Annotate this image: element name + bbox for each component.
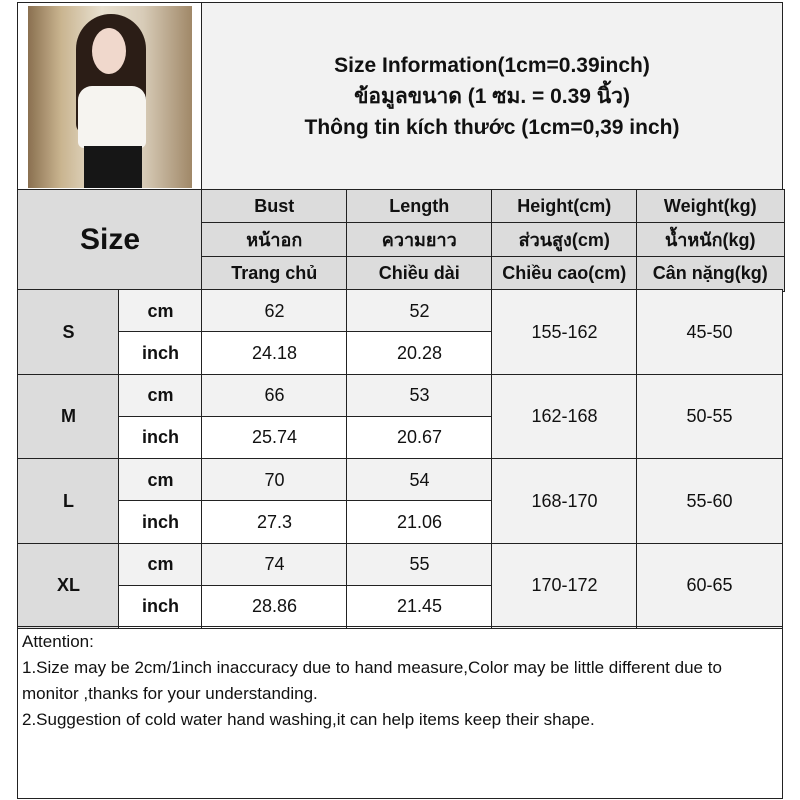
unit-inch: inch <box>118 500 203 544</box>
column-header: Chiều cao(cm) <box>491 256 638 292</box>
length-inch: 21.06 <box>346 500 493 544</box>
weight-range: 55-60 <box>636 458 783 544</box>
length-inch: 20.28 <box>346 331 493 375</box>
column-header: Cân nặng(kg) <box>636 256 785 292</box>
unit-cm: cm <box>118 289 203 333</box>
column-header: น้ำหนัก(kg) <box>636 222 785 258</box>
length-cm: 53 <box>346 373 493 418</box>
model-image <box>28 6 192 188</box>
weight-range: 50-55 <box>636 373 783 460</box>
size-label: L <box>17 458 120 544</box>
length-cm: 55 <box>346 542 493 587</box>
unit-inch: inch <box>118 584 203 629</box>
column-header: Length <box>346 189 493 224</box>
length-cm: 54 <box>346 458 493 502</box>
attention-heading: Attention: <box>22 632 94 651</box>
size-label: XL <box>17 542 120 629</box>
bust-cm: 66 <box>201 373 348 418</box>
size-header: Size <box>17 189 203 290</box>
weight-range: 60-65 <box>636 542 783 629</box>
size-label: S <box>17 289 120 375</box>
column-header: ส่วนสูง(cm) <box>491 222 638 258</box>
unit-inch: inch <box>118 331 203 375</box>
unit-cm: cm <box>118 542 203 587</box>
column-header: Trang chủ <box>201 256 348 292</box>
column-header: Weight(kg) <box>636 189 785 224</box>
length-inch: 20.67 <box>346 415 493 460</box>
attention-line-2: 2.Suggestion of cold water hand washing,… <box>22 710 595 729</box>
product-photo <box>17 2 203 190</box>
size-label: M <box>17 373 120 460</box>
bust-inch: 27.3 <box>201 500 348 544</box>
attention-notes: Attention: 1.Size may be 2cm/1inch inacc… <box>17 626 783 799</box>
height-range: 162-168 <box>491 373 638 460</box>
length-cm: 52 <box>346 289 493 333</box>
height-range: 155-162 <box>491 289 638 375</box>
height-range: 168-170 <box>491 458 638 544</box>
title-vi: Thông tin kích thước (1cm=0,39 inch) <box>304 115 680 139</box>
attention-line-1: 1.Size may be 2cm/1inch inaccuracy due t… <box>22 658 722 703</box>
bust-inch: 28.86 <box>201 584 348 629</box>
column-header: หน้าอก <box>201 222 348 258</box>
bust-cm: 70 <box>201 458 348 502</box>
column-header: Height(cm) <box>491 189 638 224</box>
column-header: Bust <box>201 189 348 224</box>
height-range: 170-172 <box>491 542 638 629</box>
bust-cm: 74 <box>201 542 348 587</box>
unit-cm: cm <box>118 458 203 502</box>
unit-cm: cm <box>118 373 203 418</box>
title-en: Size Information(1cm=0.39inch) <box>334 53 650 77</box>
bust-inch: 24.18 <box>201 331 348 375</box>
column-header: ความยาว <box>346 222 493 258</box>
unit-inch: inch <box>118 415 203 460</box>
title-th: ข้อมูลขนาด (1 ซม. = 0.39 นิ้ว) <box>354 84 630 108</box>
weight-range: 45-50 <box>636 289 783 375</box>
bust-cm: 62 <box>201 289 348 333</box>
size-info-title: Size Information(1cm=0.39inch) ข้อมูลขนา… <box>201 2 783 190</box>
length-inch: 21.45 <box>346 584 493 629</box>
bust-inch: 25.74 <box>201 415 348 460</box>
column-header: Chiều dài <box>346 256 493 292</box>
